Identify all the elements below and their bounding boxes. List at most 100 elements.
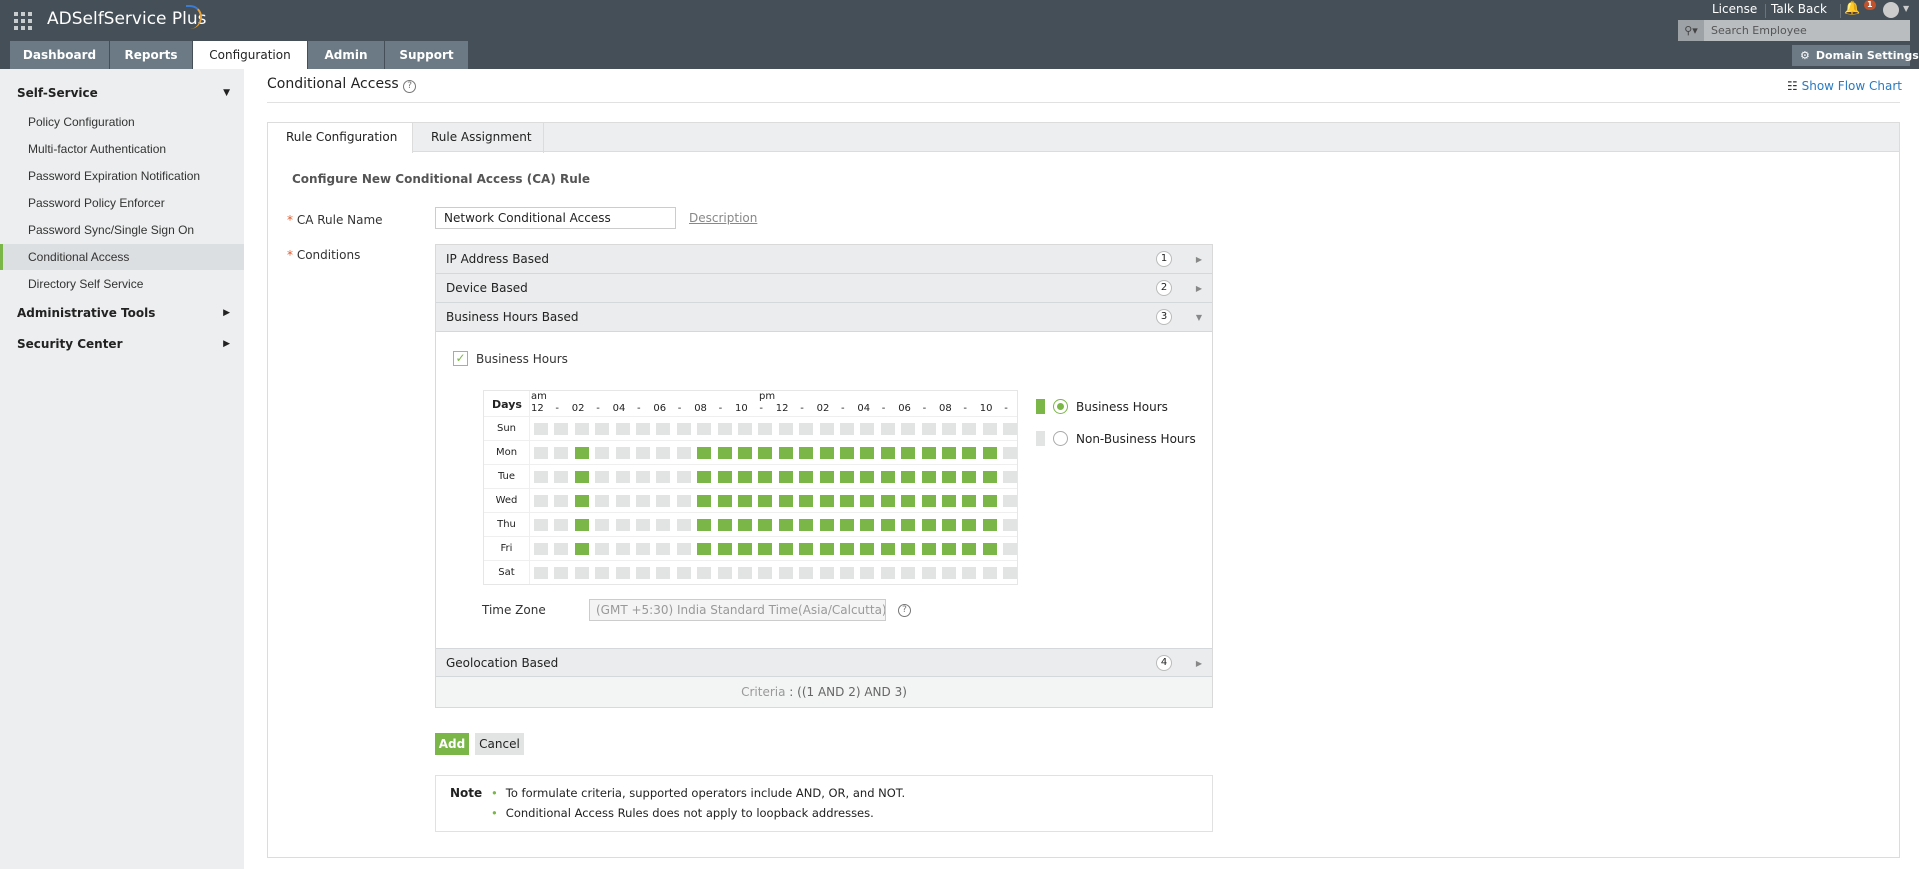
hour-cell-sun-6[interactable] bbox=[656, 423, 671, 435]
hour-cell-wed-12[interactable] bbox=[778, 495, 793, 507]
sidebar-item-directory-self-service[interactable]: Directory Self Service bbox=[28, 277, 144, 291]
hour-cell-sun-1[interactable] bbox=[554, 423, 569, 435]
condition-geolocation[interactable]: Geolocation Based 4 ▶ bbox=[436, 648, 1212, 677]
hour-cell-sun-5[interactable] bbox=[636, 423, 650, 435]
hour-cell-mon-12[interactable] bbox=[778, 447, 793, 459]
hour-cell-wed-5[interactable] bbox=[636, 495, 650, 507]
legend-non-business-hours[interactable]: Non-Business Hours bbox=[1036, 431, 1196, 446]
hour-cell-mon-8[interactable] bbox=[697, 447, 712, 459]
hour-cell-wed-8[interactable] bbox=[697, 495, 712, 507]
hour-cell-tue-16[interactable] bbox=[860, 471, 875, 483]
hour-cell-sun-21[interactable] bbox=[962, 423, 977, 435]
tab-rule-assignment[interactable]: Rule Assignment bbox=[413, 123, 544, 153]
hour-cell-tue-15[interactable] bbox=[840, 471, 854, 483]
hour-cell-wed-6[interactable] bbox=[656, 495, 671, 507]
hour-cell-fri-10[interactable] bbox=[738, 543, 752, 555]
hour-cell-sun-12[interactable] bbox=[778, 423, 793, 435]
hour-cell-fri-22[interactable] bbox=[982, 543, 997, 555]
hour-cell-thu-19[interactable] bbox=[921, 519, 936, 531]
hour-cell-wed-15[interactable] bbox=[840, 495, 854, 507]
time-zone-field[interactable]: (GMT +5:30) India Standard Time(Asia/Cal… bbox=[589, 599, 886, 621]
hour-cell-fri-4[interactable] bbox=[615, 543, 630, 555]
hour-cell-mon-15[interactable] bbox=[840, 447, 854, 459]
hour-cell-tue-21[interactable] bbox=[962, 471, 977, 483]
hour-cell-sun-0[interactable] bbox=[534, 423, 548, 435]
hour-cell-sun-11[interactable] bbox=[758, 423, 773, 435]
hour-cell-wed-7[interactable] bbox=[676, 495, 691, 507]
hour-cell-sat-16[interactable] bbox=[860, 567, 875, 579]
hour-cell-fri-13[interactable] bbox=[799, 543, 814, 555]
hour-cell-wed-10[interactable] bbox=[738, 495, 752, 507]
hour-cell-fri-18[interactable] bbox=[901, 543, 916, 555]
hour-cell-wed-2[interactable] bbox=[574, 495, 589, 507]
hour-cell-sun-10[interactable] bbox=[738, 423, 752, 435]
hour-cell-fri-14[interactable] bbox=[819, 543, 834, 555]
search-employee-input[interactable]: ⚲▾ Search Employee bbox=[1678, 20, 1910, 41]
tab-reports[interactable]: Reports bbox=[110, 41, 193, 69]
hour-cell-sat-6[interactable] bbox=[656, 567, 671, 579]
hour-cell-fri-23[interactable] bbox=[1003, 543, 1018, 555]
bell-icon[interactable]: 🔔 bbox=[1844, 1, 1861, 16]
hour-cell-wed-3[interactable] bbox=[595, 495, 610, 507]
hour-cell-sun-16[interactable] bbox=[860, 423, 875, 435]
hour-cell-wed-0[interactable] bbox=[534, 495, 548, 507]
hour-cell-tue-2[interactable] bbox=[574, 471, 589, 483]
apps-grid-icon[interactable] bbox=[14, 12, 34, 30]
hour-cell-tue-7[interactable] bbox=[676, 471, 691, 483]
hour-cell-thu-21[interactable] bbox=[962, 519, 977, 531]
hour-cell-tue-17[interactable] bbox=[880, 471, 895, 483]
hour-cell-sat-13[interactable] bbox=[799, 567, 814, 579]
hour-cell-sat-9[interactable] bbox=[717, 567, 732, 579]
hour-cell-sat-0[interactable] bbox=[534, 567, 548, 579]
hour-cell-thu-2[interactable] bbox=[574, 519, 589, 531]
sidebar-section-administrative-tools[interactable]: Administrative Tools ▶ bbox=[0, 300, 244, 326]
hour-cell-sun-20[interactable] bbox=[942, 423, 956, 435]
hour-cell-mon-17[interactable] bbox=[880, 447, 895, 459]
ca-rule-name-input[interactable]: Network Conditional Access bbox=[435, 207, 676, 229]
hour-cell-sun-22[interactable] bbox=[982, 423, 997, 435]
hour-cell-sat-10[interactable] bbox=[738, 567, 752, 579]
hour-cell-tue-19[interactable] bbox=[921, 471, 936, 483]
hour-cell-sat-19[interactable] bbox=[921, 567, 936, 579]
hour-cell-wed-18[interactable] bbox=[901, 495, 916, 507]
hour-cell-tue-22[interactable] bbox=[982, 471, 997, 483]
hour-cell-wed-14[interactable] bbox=[819, 495, 834, 507]
hour-cell-thu-3[interactable] bbox=[595, 519, 610, 531]
help-icon[interactable]: ? bbox=[898, 604, 911, 617]
hour-cell-mon-2[interactable] bbox=[574, 447, 589, 459]
hour-cell-mon-6[interactable] bbox=[656, 447, 671, 459]
hour-cell-fri-20[interactable] bbox=[942, 543, 956, 555]
hour-cell-sun-8[interactable] bbox=[697, 423, 712, 435]
hour-cell-sun-15[interactable] bbox=[840, 423, 854, 435]
hour-cell-sat-15[interactable] bbox=[840, 567, 854, 579]
hour-cell-thu-22[interactable] bbox=[982, 519, 997, 531]
hour-cell-wed-11[interactable] bbox=[758, 495, 773, 507]
hour-cell-tue-12[interactable] bbox=[778, 471, 793, 483]
hour-cell-sun-19[interactable] bbox=[921, 423, 936, 435]
sidebar-item-conditional-access[interactable]: Conditional Access bbox=[0, 244, 244, 270]
hour-cell-sat-14[interactable] bbox=[819, 567, 834, 579]
hour-cell-sun-13[interactable] bbox=[799, 423, 814, 435]
hour-cell-wed-20[interactable] bbox=[942, 495, 956, 507]
avatar[interactable] bbox=[1883, 2, 1899, 18]
hour-cell-thu-17[interactable] bbox=[880, 519, 895, 531]
hour-cell-tue-3[interactable] bbox=[595, 471, 610, 483]
hour-cell-thu-0[interactable] bbox=[534, 519, 548, 531]
sidebar-item-policy-configuration[interactable]: Policy Configuration bbox=[28, 115, 135, 129]
hour-cell-sat-12[interactable] bbox=[778, 567, 793, 579]
hour-cell-tue-11[interactable] bbox=[758, 471, 773, 483]
condition-ip-address[interactable]: IP Address Based 1 ▶ bbox=[436, 245, 1212, 274]
hour-cell-mon-5[interactable] bbox=[636, 447, 650, 459]
sidebar-section-security-center[interactable]: Security Center ▶ bbox=[0, 331, 244, 357]
hour-cell-mon-3[interactable] bbox=[595, 447, 610, 459]
add-button[interactable]: Add bbox=[435, 733, 469, 755]
hour-cell-fri-3[interactable] bbox=[595, 543, 610, 555]
hour-cell-thu-23[interactable] bbox=[1003, 519, 1018, 531]
hour-cell-tue-23[interactable] bbox=[1003, 471, 1018, 483]
domain-settings-button[interactable]: ⚙ Domain Settings bbox=[1792, 45, 1919, 66]
hour-cell-sun-14[interactable] bbox=[819, 423, 834, 435]
tab-dashboard[interactable]: Dashboard bbox=[10, 41, 110, 69]
hour-cell-wed-19[interactable] bbox=[921, 495, 936, 507]
hour-cell-sat-20[interactable] bbox=[942, 567, 956, 579]
hour-cell-thu-1[interactable] bbox=[554, 519, 569, 531]
